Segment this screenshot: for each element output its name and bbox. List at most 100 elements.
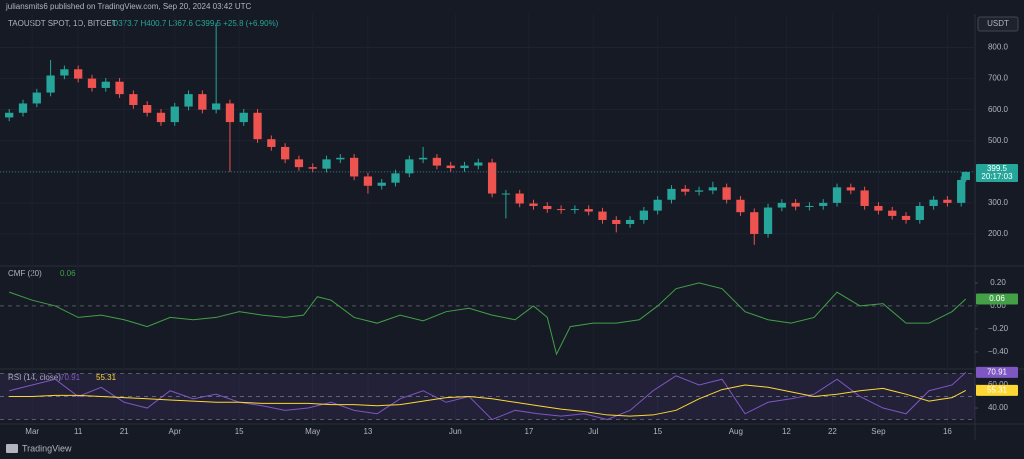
candle-body: [460, 165, 469, 169]
candle-body: [156, 112, 166, 123]
candle-body: [529, 203, 538, 206]
candle-body: [846, 187, 855, 191]
candle-body: [708, 187, 717, 191]
candle-body: [570, 209, 580, 211]
candle-body: [225, 103, 235, 123]
candle-body: [957, 179, 966, 203]
candle-body: [474, 162, 483, 166]
candle-body: [874, 205, 883, 211]
candle-body: [860, 190, 869, 206]
candle-body: [515, 193, 524, 204]
x-tick-label: Jul: [588, 427, 598, 436]
candle-body: [929, 199, 938, 206]
cmf-title: CMF (20): [8, 269, 42, 278]
candle-body: [805, 205, 814, 207]
candle-body: [46, 75, 55, 93]
candle-body: [722, 187, 731, 200]
series-line: [9, 384, 967, 417]
candle-body: [584, 209, 593, 212]
y-tick-label: 700.0: [988, 74, 1009, 83]
x-tick-label: 21: [120, 427, 129, 436]
candle-body: [501, 193, 511, 195]
y-tick-label: 300.0: [988, 198, 1009, 207]
candle-body: [115, 81, 124, 95]
last-value-tag: 55.31: [987, 385, 1008, 394]
y-tick-label: 40.00: [988, 403, 1009, 412]
candle-body: [349, 157, 359, 177]
x-tick-label: 15: [653, 427, 662, 436]
candle-body: [322, 159, 331, 169]
series-line: [9, 372, 967, 421]
candle-body: [143, 105, 152, 113]
candle-body: [543, 205, 552, 210]
candle-body: [888, 210, 897, 216]
candle-body: [308, 167, 317, 169]
candle-body: [129, 94, 138, 106]
last-value-tag: 0.06: [989, 294, 1005, 303]
x-tick-label: 12: [782, 427, 791, 436]
x-tick-label: Mar: [25, 427, 39, 436]
currency-button[interactable]: [977, 16, 1019, 32]
x-tick-label: Sep: [871, 427, 886, 436]
x-tick-label: 15: [235, 427, 244, 436]
candle-body: [832, 187, 842, 203]
candle-body: [736, 199, 745, 213]
currency-label[interactable]: USDT: [987, 19, 1009, 28]
x-tick-label: 22: [828, 427, 837, 436]
candle-body: [170, 106, 179, 123]
candle-body: [694, 190, 704, 192]
candle-body: [667, 188, 676, 200]
y-tick-label: 200.0: [988, 229, 1009, 238]
legend-value: 55.31: [96, 373, 117, 382]
symbol-title: TAOUSDT SPOT, 1D, BITGET: [8, 19, 117, 28]
rsi-title: RSI (14, close): [8, 373, 61, 382]
x-tick-label: Apr: [169, 427, 182, 436]
candle-body: [612, 219, 621, 224]
candle-body: [446, 165, 455, 169]
candle-body: [763, 207, 773, 234]
candle-body: [777, 202, 786, 208]
last-price-tag: 399.5: [987, 164, 1008, 173]
series-line: [9, 282, 967, 356]
candle-body: [901, 215, 911, 220]
candle-body: [363, 176, 373, 186]
candle-body: [336, 157, 345, 160]
candle-body: [961, 171, 970, 180]
candle-body: [750, 212, 759, 234]
candle-body: [294, 159, 304, 168]
last-value-tag-bg: [976, 384, 1018, 396]
y-tick-label: 0.20: [990, 278, 1006, 287]
last-price-tag-bg: [976, 163, 1018, 182]
x-tick-label: Jun: [449, 427, 462, 436]
last-value-tag-bg: [976, 366, 1018, 378]
candle-body: [60, 69, 69, 76]
candle-body: [377, 182, 386, 186]
candle-body: [791, 202, 800, 207]
candle-body: [184, 94, 193, 107]
candle-body: [639, 210, 649, 220]
candle-body: [32, 92, 41, 104]
y-tick-label: 500.0: [988, 136, 1009, 145]
candle-body: [87, 78, 97, 88]
candle-body: [212, 103, 221, 110]
candle-body: [418, 157, 428, 160]
candle-body: [625, 219, 635, 224]
legend-value: 70.91: [60, 373, 81, 382]
candle-body: [391, 173, 400, 183]
brand: TradingView: [22, 443, 72, 453]
last-value-tag: 70.91: [987, 368, 1008, 377]
y-tick-label: 0.00: [990, 301, 1006, 310]
y-tick-label: 800.0: [988, 43, 1009, 52]
candle-body: [198, 94, 207, 110]
candle-body: [487, 162, 497, 194]
candle-body: [281, 146, 290, 160]
candle-body: [556, 209, 566, 211]
y-tick-label: −0.40: [988, 347, 1009, 356]
candle-body: [253, 112, 262, 140]
candle-body: [405, 159, 414, 174]
x-tick-label: 16: [943, 427, 952, 436]
candle-body: [18, 103, 28, 113]
x-tick-label: 13: [363, 427, 372, 436]
